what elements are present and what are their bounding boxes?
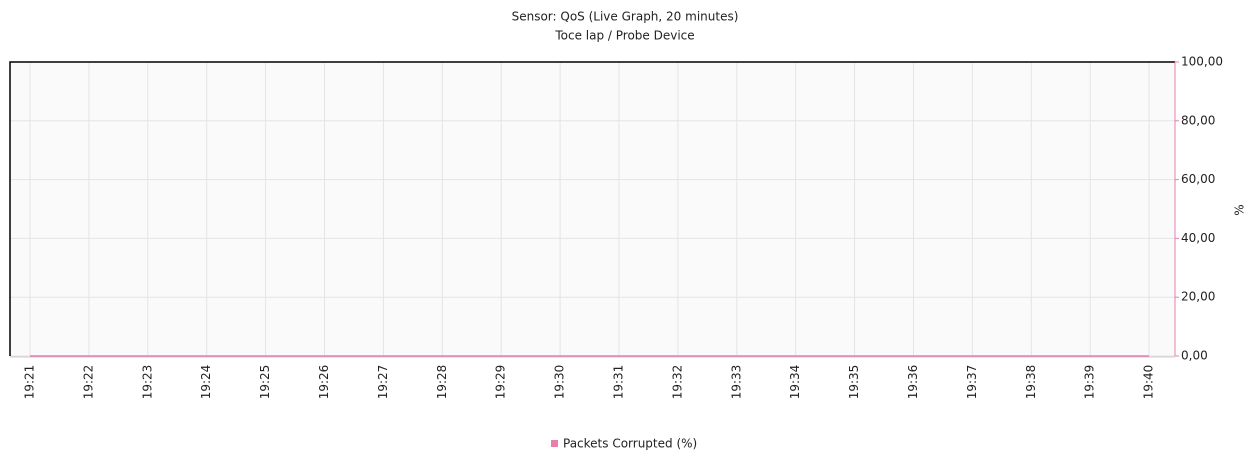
x-tick-label: 19:31: [612, 365, 626, 400]
x-tick-label: 19:28: [435, 365, 449, 400]
y-tick-label: 40,00: [1181, 231, 1215, 245]
x-tick-label: 19:25: [258, 365, 272, 400]
x-tick-label: 19:38: [1024, 365, 1038, 400]
x-tick-label: 19:29: [494, 365, 508, 400]
y-tick-label: 100,00: [1181, 55, 1223, 69]
plot-frame: [9, 61, 1175, 356]
x-tick-label: 19:40: [1142, 365, 1156, 400]
legend-label: Packets Corrupted (%): [563, 437, 697, 451]
x-tick-label: 19:34: [788, 365, 802, 400]
y-tick-label: 0,00: [1181, 349, 1208, 363]
x-tick-label: 19:26: [317, 365, 331, 400]
plot-area: [10, 62, 1175, 356]
x-tick-label: 19:33: [729, 365, 743, 400]
x-tick-label: 19:22: [81, 365, 95, 400]
chart-title: Sensor: QoS (Live Graph, 20 minutes): [512, 10, 739, 24]
x-tick-label: 19:39: [1083, 365, 1097, 400]
x-tick-label: 19:36: [906, 365, 920, 400]
x-tick-label: 19:35: [847, 365, 861, 400]
x-tick-label: 19:23: [140, 365, 154, 400]
y-tick-label: 60,00: [1181, 172, 1215, 186]
y-axis-label: %: [1233, 204, 1247, 215]
x-tick-label: 19:24: [199, 365, 213, 400]
chart-subtitle: Toce lap / Probe Device: [554, 29, 694, 43]
y-tick-label: 20,00: [1181, 290, 1215, 304]
y-tick-label: 80,00: [1181, 113, 1215, 127]
x-tick-label: 19:32: [670, 365, 684, 400]
legend-swatch: [551, 440, 558, 447]
x-tick-label: 19:37: [965, 365, 979, 400]
x-tick-label: 19:30: [553, 365, 567, 400]
x-tick-label: 19:27: [376, 365, 390, 400]
x-tick-label: 19:21: [23, 365, 37, 400]
